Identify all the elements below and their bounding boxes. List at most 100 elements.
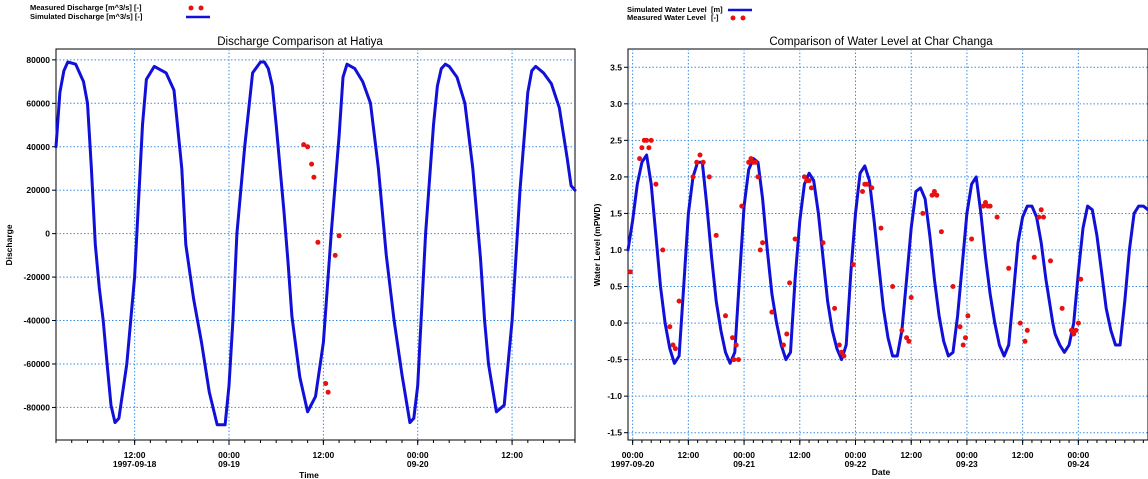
data-point (801, 174, 807, 180)
data-point (983, 200, 988, 205)
data-point (841, 353, 847, 359)
data-point (1031, 254, 1037, 260)
data-point (648, 137, 654, 143)
x-tick-sublabel: 09-22 (845, 459, 867, 469)
x-tick-label: 00:00 (845, 450, 867, 460)
data-point (878, 225, 884, 231)
data-point (755, 174, 761, 180)
legend-dot-swatch (740, 15, 746, 21)
chart-title: Discharge Comparison at Hatiya (217, 36, 383, 48)
data-point (950, 284, 956, 289)
y-tick-label: -1.0 (607, 391, 622, 401)
legend-label: Simulated Discharge [m^3/s] [-] (30, 12, 143, 21)
data-point (806, 178, 812, 184)
data-point (938, 229, 944, 235)
data-point (730, 335, 735, 341)
data-point (963, 335, 968, 341)
data-point (1006, 265, 1012, 271)
x-tick-label: 00:00 (218, 450, 240, 460)
data-point (1036, 214, 1042, 220)
data-point (637, 156, 643, 162)
x-tick-sublabel: 09-19 (218, 459, 240, 469)
y-tick-label: 3.0 (610, 99, 622, 109)
data-point (1073, 327, 1079, 333)
y-tick-label: -1.5 (607, 428, 622, 438)
data-point (746, 159, 752, 165)
data-point (787, 280, 793, 286)
data-point (325, 389, 331, 395)
chart-title: Comparison of Water Level at Char Changa (769, 36, 993, 48)
data-point (781, 342, 786, 348)
discharge-chart-panel: 80000 60000 40000 20000 0 -20000 -40000 -60000 -… (4, 3, 577, 479)
y-tick-label: 3.5 (610, 62, 622, 72)
y-tick-label: 0 (45, 229, 50, 239)
data-point (969, 236, 975, 242)
data-point (869, 185, 875, 191)
data-point (808, 185, 814, 191)
y-tick-label: 2.0 (610, 172, 622, 182)
data-point (627, 269, 633, 275)
data-point (769, 309, 775, 315)
legend-dot-swatch (188, 5, 194, 11)
y-tick-label: 2.5 (610, 135, 622, 145)
data-point (305, 144, 311, 150)
x-tick-label: 12:00 (501, 450, 523, 460)
data-point (864, 181, 870, 187)
data-point (706, 174, 712, 180)
data-point (1048, 258, 1053, 264)
y-tick-label: -60000 (24, 359, 51, 369)
y-tick-label: 1.0 (610, 245, 622, 255)
data-point (904, 335, 910, 341)
data-point (784, 331, 790, 337)
data-point (934, 192, 940, 198)
data-point (1071, 331, 1077, 337)
y-tick-label: 1.5 (610, 208, 622, 218)
plot-area (627, 48, 1148, 441)
legend-label: Measured Water Level (627, 13, 706, 22)
x-tick-sublabel: 09-24 (1067, 459, 1089, 469)
data-point (760, 240, 766, 246)
data-point (1075, 320, 1081, 326)
data-point (832, 305, 838, 311)
y-tick-label: 40000 (26, 142, 50, 152)
x-tick-label: 00:00 (1067, 450, 1089, 460)
x-tick-sublabel: 09-23 (956, 459, 978, 469)
x-tick-sublabel: 09-20 (407, 459, 429, 469)
data-point (736, 357, 741, 363)
data-point (987, 203, 993, 209)
data-point (670, 342, 676, 348)
y-tick-label: 20000 (26, 185, 50, 195)
x-tick-label: 12:00 (124, 450, 146, 460)
x-tick-label: 12:00 (789, 450, 811, 460)
data-point (920, 210, 926, 216)
data-point (690, 174, 696, 180)
data-point (332, 252, 338, 258)
data-point (700, 159, 706, 165)
x-tick-label: 00:00 (407, 450, 429, 460)
x-tick-sublabel: 1997-09-20 (611, 459, 655, 469)
data-point (697, 152, 703, 158)
x-tick-sublabel: 1997-09-18 (113, 459, 157, 469)
data-point (1059, 305, 1065, 311)
data-point (753, 159, 759, 165)
series-line (626, 153, 1148, 365)
data-point (676, 298, 682, 304)
data-point (723, 313, 728, 319)
data-point (336, 233, 342, 239)
y-tick-label: -40000 (24, 316, 51, 326)
data-point (820, 240, 826, 246)
data-point (839, 349, 845, 355)
x-tick-label: 12:00 (1012, 450, 1034, 460)
data-point (1022, 338, 1028, 344)
x-tick-label: 12:00 (312, 450, 334, 460)
y-tick-label: -20000 (24, 272, 51, 282)
data-point (980, 203, 986, 209)
water-level-chart-panel: 3.5 3.0 2.5 2.0 1.5 1.0 0.5 0.0 -0.5 -1.0 -1.5 00:0… (592, 5, 1148, 477)
data-point (653, 181, 659, 187)
y-tick-label: -0.5 (607, 355, 622, 365)
x-tick-label: 12:00 (677, 450, 699, 460)
data-point (739, 203, 745, 209)
y-tick-label: 60000 (26, 98, 50, 108)
legend-dot-swatch (198, 5, 204, 11)
